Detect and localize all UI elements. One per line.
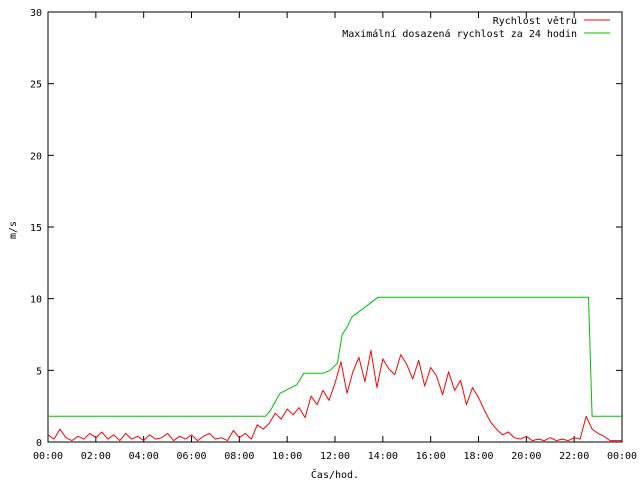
y-tick-label: 30	[30, 8, 42, 19]
x-tick-label: 06:00	[176, 451, 206, 462]
x-tick-label: 02:00	[81, 451, 111, 462]
x-axis-label: Čas/hod.	[311, 468, 359, 480]
x-tick-label: 12:00	[320, 451, 350, 462]
x-axis: 00:00 02:00 04:00 06:00 08:00 10:00 12:00 14:00…	[33, 12, 637, 462]
y-tick-label: 15	[30, 223, 42, 234]
x-tick-label: 08:00	[224, 451, 254, 462]
x-tick-label: 18:00	[463, 451, 493, 462]
x-tick-label: 00:00	[33, 451, 63, 462]
legend-label: Rychlost větru	[493, 15, 577, 27]
x-tick-label: 00:00	[607, 451, 637, 462]
x-tick-label: 22:00	[559, 451, 589, 462]
plot-frame	[47, 11, 623, 443]
series-line-1	[48, 296, 622, 417]
x-tick-label: 20:00	[511, 451, 541, 462]
x-tick-label: 04:00	[129, 451, 159, 462]
y-axis-label: m/s	[8, 221, 19, 239]
y-tick-label: 25	[30, 80, 42, 91]
y-tick-label: 10	[30, 295, 42, 306]
y-tick-label: 0	[36, 438, 42, 449]
series-line-0	[47, 349, 622, 442]
x-tick-label: 14:00	[368, 451, 398, 462]
x-tick-label: 16:00	[416, 451, 446, 462]
legend-label: Maximální dosazená rychlost za 24 hodin	[342, 28, 577, 40]
series-layer	[47, 296, 622, 442]
y-tick-label: 20	[30, 151, 42, 162]
y-tick-label: 5	[36, 366, 42, 377]
x-tick-label: 10:00	[272, 451, 302, 462]
y-axis: 0 5 10 15 20 25 30	[30, 8, 622, 449]
